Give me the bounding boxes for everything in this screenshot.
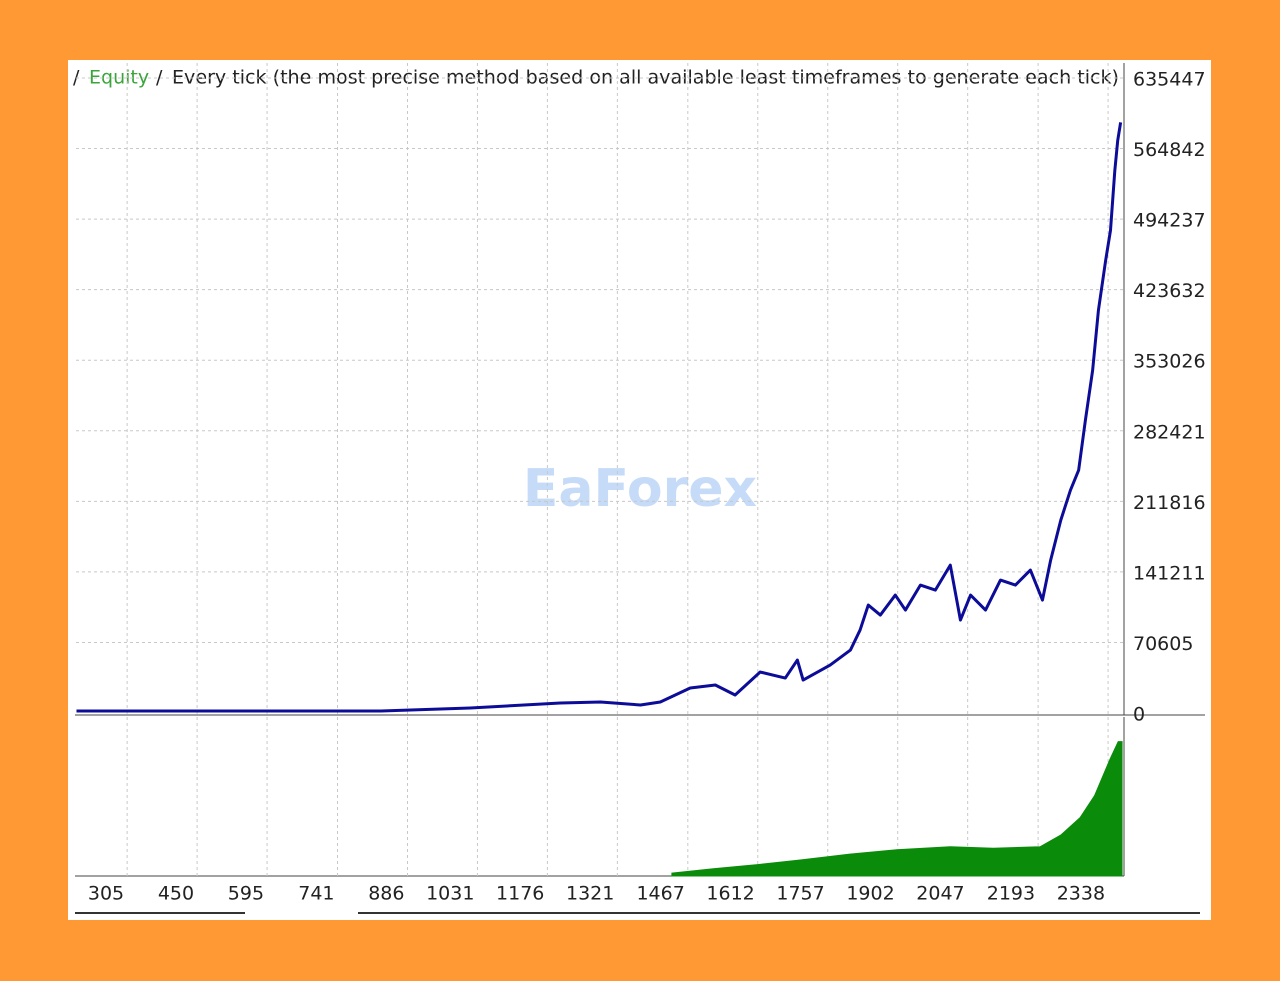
chart-subtitle: Every tick (the most precise method base… xyxy=(172,67,1119,89)
y-tick-label: 211816 xyxy=(1133,492,1206,514)
x-tick-label: 1757 xyxy=(776,883,824,905)
x-tick-label: 886 xyxy=(368,883,404,905)
y-tick-label: 70605 xyxy=(1133,633,1193,655)
x-tick-label: 2193 xyxy=(987,883,1035,905)
y-tick-label: 141211 xyxy=(1133,562,1206,584)
y-tick-label: 282421 xyxy=(1133,421,1206,443)
area xyxy=(671,741,1123,877)
x-tick-label: 2338 xyxy=(1057,883,1105,905)
x-tick-label: 1612 xyxy=(706,883,754,905)
y-tick-label: 423632 xyxy=(1133,280,1206,302)
y-tick-label: 353026 xyxy=(1133,351,1206,373)
x-tick-label: 741 xyxy=(298,883,334,905)
panel xyxy=(68,60,1211,920)
x-tick-label: 305 xyxy=(88,883,124,905)
y-tick-label: 635447 xyxy=(1133,69,1206,91)
x-tick-label: 450 xyxy=(158,883,194,905)
y-tick-label: 564842 xyxy=(1133,139,1206,161)
y-tick-label: 0 xyxy=(1133,704,1145,726)
watermark: EaForex xyxy=(523,459,757,519)
x-tick-label: 2047 xyxy=(916,883,964,905)
x-tick-label: 1321 xyxy=(566,883,614,905)
x-tick-label: 1031 xyxy=(426,883,474,905)
plot-area: / Equity / Every tick (the most precise … xyxy=(73,63,1206,914)
separator: / xyxy=(156,67,163,89)
equity-line xyxy=(76,122,1123,713)
x-tick-label: 1902 xyxy=(846,883,894,905)
x-tick-label: 595 xyxy=(228,883,264,905)
y-tick-label: 494237 xyxy=(1133,210,1206,232)
x-tick-label: 1467 xyxy=(636,883,684,905)
x-tick-label: 1176 xyxy=(496,883,544,905)
